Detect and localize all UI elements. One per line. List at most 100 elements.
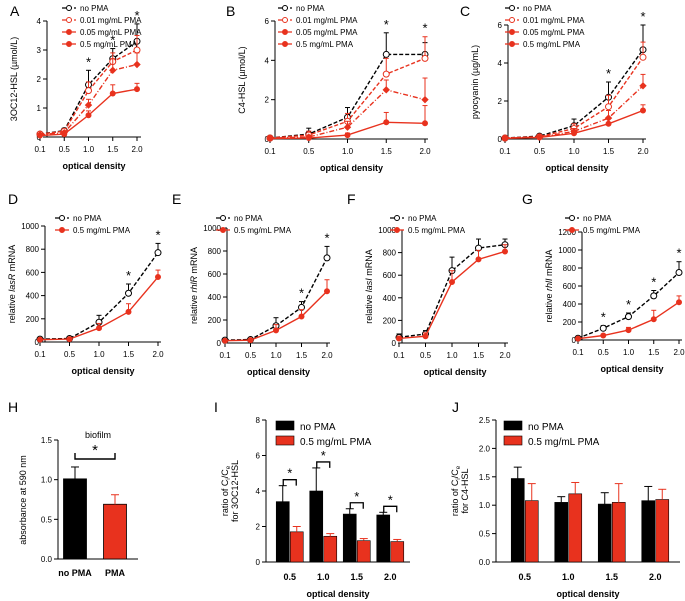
- legend-marker: [569, 215, 575, 221]
- y-tick-label: 1000: [558, 246, 576, 255]
- chart-panel-H: H 0.0 0.5 1.0 1.5 no PMA PMA biofilm * absorbance…: [8, 399, 138, 578]
- y-tick-label: 600: [563, 282, 577, 291]
- y-tick-label: 600: [208, 270, 222, 279]
- data-point: [85, 112, 92, 119]
- significance-star: *: [92, 442, 98, 459]
- y-axis-title-part: i: [456, 478, 462, 479]
- y-tick-label: 0.0: [41, 555, 53, 564]
- data-point: [536, 134, 543, 141]
- y-axis-title-part: mRNA: [7, 245, 17, 274]
- x-axis-title: optical density: [71, 366, 134, 376]
- significance-star: *: [601, 310, 606, 325]
- significance-star: *: [299, 286, 304, 301]
- data-point: [298, 313, 305, 320]
- data-point: [650, 292, 658, 300]
- legend-marker: [282, 29, 288, 35]
- x-tick-label: 1.0: [317, 572, 330, 582]
- chart-panel-G: G 0 200 400 600 800 1000 1200 0.1 0.5 1.0 1.5 2.0 opt…: [522, 191, 685, 374]
- panel-label-C: C: [460, 3, 470, 19]
- x-tick-label: 1.5: [605, 572, 618, 582]
- y-axis-title: relative lasI mRNA: [364, 249, 374, 324]
- x-tick-label: 1.5: [123, 350, 135, 359]
- legend-label: 0.5 mg/mL PMA: [583, 226, 641, 235]
- x-tick-label: 2.0: [419, 147, 431, 156]
- chart-panel-I: I 0 2 4 6 8 0.5 * 1.0 * 1.5 * 2.0 * optical density no …: [214, 399, 410, 599]
- x-tick-label: 2.0: [649, 572, 662, 582]
- y-axis-title-part: lasI: [364, 278, 374, 293]
- bar-no-pma: [275, 501, 290, 563]
- legend-label: 0.5 mg/mL PMA: [408, 226, 466, 235]
- panel-label-E: E: [172, 191, 181, 207]
- x-tick-label: 0.1: [34, 350, 46, 359]
- significance-star: *: [606, 66, 611, 81]
- y-tick-label: 600: [383, 271, 397, 280]
- y-tick-label: 0: [392, 339, 397, 348]
- data-point: [383, 119, 390, 126]
- data-point: [37, 132, 43, 139]
- y-axis-title: relative lasR mRNA: [7, 245, 17, 324]
- x-tick-label: 0.1: [219, 351, 231, 360]
- bar-no-pma: [554, 502, 569, 563]
- chart-panel-F: F 0 200 400 600 800 1000 0.1 0.5 1.0 1.5 2.0 optical…: [347, 191, 511, 377]
- y-tick-label: 2.0: [479, 444, 491, 453]
- data-point: [133, 60, 141, 69]
- data-point: [344, 132, 351, 139]
- y-tick-label: 200: [26, 315, 40, 324]
- y-tick-label: 8: [256, 416, 261, 425]
- legend-marker: [59, 215, 65, 221]
- legend-label: 0.5 mg/mL PMA: [80, 40, 138, 49]
- data-point: [605, 103, 612, 111]
- data-point: [323, 254, 331, 262]
- x-tick-label: no PMA: [58, 568, 92, 578]
- significance-bracket: [74, 453, 116, 460]
- bar-pma: [655, 499, 670, 563]
- panel-label-B: B: [226, 3, 235, 19]
- data-point: [422, 120, 428, 127]
- data-point: [84, 101, 93, 109]
- data-point: [605, 120, 612, 127]
- y-axis-title: pyocyanin (µg/mL): [470, 45, 480, 119]
- y-tick-label: 1: [37, 104, 42, 113]
- legend-marker: [509, 41, 515, 47]
- y-tick-label: 0: [217, 339, 222, 348]
- significance-bracket: [349, 502, 364, 509]
- y-axis-title-part: mRNA: [189, 247, 199, 276]
- x-tick-label: 0.5: [420, 351, 432, 360]
- data-point: [125, 289, 132, 297]
- significance-star: *: [384, 17, 389, 32]
- y-axis-title-part: rhlR: [189, 275, 199, 292]
- x-axis-title: optical density: [423, 367, 486, 377]
- y-axis-title-part: /C: [220, 469, 230, 479]
- legend-label: 0.05 mg/mL PMA: [523, 28, 585, 37]
- data-point: [154, 249, 162, 257]
- data-point: [502, 248, 508, 255]
- legend-label: 0.5 mg/mL PMA: [73, 226, 131, 235]
- data-point: [134, 86, 140, 93]
- legend-label: 0.01 mg/mL PMA: [80, 16, 142, 25]
- panel-label-H: H: [8, 399, 18, 415]
- legend-label: 0.5 mg/mL PMA: [296, 40, 354, 49]
- y-tick-label: 400: [208, 293, 222, 302]
- y-tick-label: 2.5: [479, 416, 491, 425]
- significance-bracket: [383, 505, 398, 513]
- x-tick-label: 1.0: [623, 348, 635, 357]
- bar-pma: [568, 493, 583, 563]
- data-point: [382, 50, 390, 58]
- legend-swatch: [275, 435, 295, 446]
- data-point: [125, 308, 132, 315]
- significance-bracket: [282, 479, 297, 486]
- y-tick-label: 1000: [203, 224, 221, 233]
- x-axis-title: optical density: [247, 367, 310, 377]
- y-axis-title-part: lasR: [7, 273, 17, 292]
- legend-label: 0.5 mg/mL PMA: [528, 437, 600, 448]
- x-tick-label: 0.5: [245, 351, 257, 360]
- data-point: [396, 335, 402, 342]
- panel-label-J: J: [452, 399, 459, 415]
- legend-marker: [220, 227, 226, 233]
- legend-marker: [509, 5, 515, 11]
- y-tick-label: 4: [256, 487, 261, 496]
- x-axis-title: optical density: [320, 163, 383, 173]
- y-tick-label: 1000: [378, 226, 396, 235]
